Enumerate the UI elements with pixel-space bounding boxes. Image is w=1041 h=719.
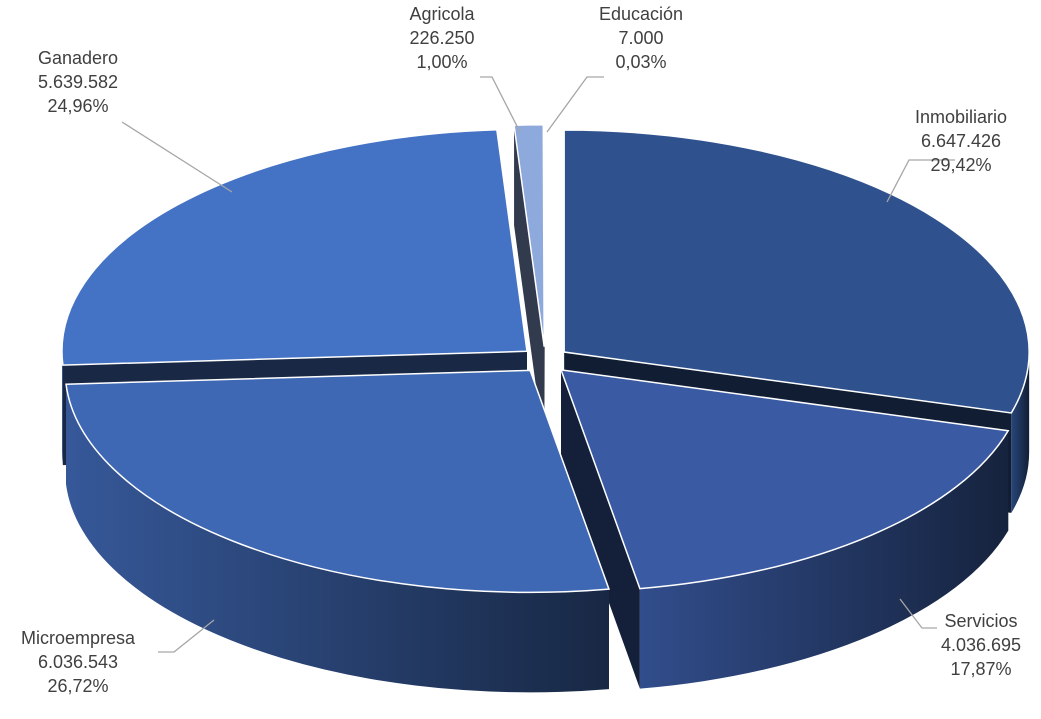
label-percent: 26,72%	[47, 676, 108, 696]
slice-rim	[66, 384, 609, 693]
slice-microempresa	[65, 369, 610, 693]
slice-top	[563, 129, 1030, 414]
data-label-ganadero: Ganadero 5.639.582 24,96%	[38, 48, 118, 116]
data-label-microempresa: Microempresa 6.036.543 26,72%	[21, 628, 136, 696]
slice-servicios	[559, 368, 1010, 689]
leader-line-microempresa	[158, 619, 215, 653]
label-percent: 24,96%	[47, 96, 108, 116]
label-value: 6.647.426	[921, 131, 1001, 151]
leader-line-servicios	[899, 598, 937, 629]
slice-wall-end	[561, 369, 640, 689]
label-value: 4.036.695	[941, 635, 1021, 655]
label-name: Educación	[599, 4, 683, 24]
leader-line-ganadero	[121, 121, 233, 193]
label-value: 5.639.582	[38, 72, 118, 92]
data-label-inmobiliario: Inmobiliario 6.647.426 29,42%	[915, 107, 1007, 175]
leader-line-educacion	[546, 76, 604, 133]
label-name: Servicios	[944, 611, 1017, 631]
slice-rim	[61, 351, 63, 466]
slice-rim	[639, 430, 1009, 689]
label-value: 226.250	[409, 28, 474, 48]
slice-rim	[1011, 352, 1030, 513]
slice-top	[543, 124, 546, 347]
leader-line-inmobiliario	[886, 159, 955, 203]
data-label-agricola: Agricola 226.250 1,00%	[409, 4, 475, 72]
leader-line-agricola	[480, 76, 521, 133]
data-label-educacion: Educación 7.000 0,03%	[599, 4, 683, 72]
label-value: 6.036.543	[38, 652, 118, 672]
label-percent: 0,03%	[615, 52, 666, 72]
label-name: Agricola	[409, 4, 475, 24]
slice-top	[559, 368, 1010, 590]
label-name: Inmobiliario	[915, 107, 1007, 127]
slice-top	[513, 124, 545, 347]
slice-agricola	[513, 124, 545, 447]
label-name: Ganadero	[38, 48, 118, 68]
slice-top	[65, 369, 610, 594]
label-percent: 1,00%	[416, 52, 467, 72]
label-value: 7.000	[618, 28, 663, 48]
label-name: Microempresa	[21, 628, 136, 648]
label-percent: 29,42%	[930, 155, 991, 175]
data-label-servicios: Servicios 4.036.695 17,87%	[941, 611, 1021, 679]
label-percent: 17,87%	[950, 659, 1011, 679]
slice-top	[61, 128, 528, 366]
slice-wall-start	[514, 125, 545, 447]
